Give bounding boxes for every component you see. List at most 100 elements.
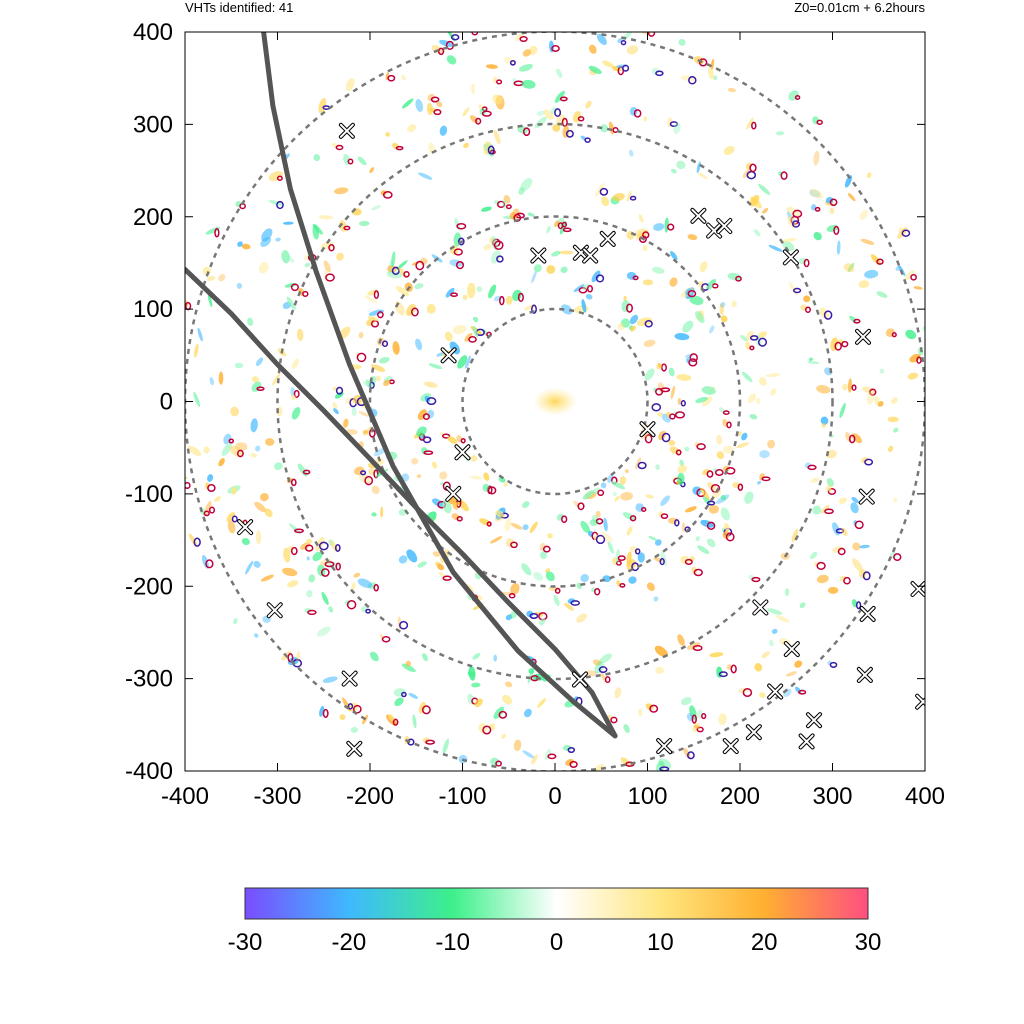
contour-cell bbox=[450, 292, 458, 298]
field-cell bbox=[415, 338, 423, 351]
field-cell bbox=[229, 445, 244, 458]
contour-cell bbox=[862, 571, 871, 581]
field-cell bbox=[543, 109, 554, 120]
field-cell bbox=[522, 750, 535, 759]
field-cell bbox=[713, 75, 718, 81]
field-cell bbox=[698, 172, 708, 180]
field-cell bbox=[552, 123, 561, 132]
field-cell bbox=[680, 555, 690, 565]
contour-cell bbox=[834, 341, 842, 351]
field-cell bbox=[668, 439, 676, 446]
field-cell bbox=[619, 476, 627, 485]
field-cell bbox=[617, 38, 622, 43]
contour-cell bbox=[276, 175, 283, 181]
field-cell bbox=[785, 671, 797, 677]
field-cell bbox=[556, 68, 563, 79]
field-cell bbox=[641, 32, 654, 35]
contour-cell bbox=[276, 200, 284, 210]
contour-cell bbox=[185, 481, 191, 490]
contour-cell bbox=[415, 260, 425, 271]
contour-cell bbox=[655, 387, 664, 396]
field-cell bbox=[281, 250, 290, 264]
colorbar-tick-label: 10 bbox=[647, 929, 674, 956]
contour-cell bbox=[318, 541, 329, 551]
field-cell bbox=[498, 476, 506, 483]
contour-cell bbox=[876, 258, 884, 265]
contour-cell bbox=[829, 661, 838, 668]
field-cell bbox=[353, 572, 361, 578]
field-cell bbox=[426, 102, 433, 116]
contour-cell bbox=[669, 413, 676, 420]
x-tick-label: 0 bbox=[548, 783, 561, 810]
field-cell bbox=[558, 250, 574, 255]
field-cell bbox=[321, 591, 329, 605]
field-cell bbox=[290, 394, 296, 401]
field-cell bbox=[485, 64, 498, 69]
field-cell bbox=[504, 518, 512, 532]
contour-cell bbox=[853, 318, 861, 324]
field-cell bbox=[677, 634, 685, 646]
contour-cell bbox=[843, 576, 851, 585]
field-cell bbox=[385, 132, 390, 137]
field-cell bbox=[723, 145, 735, 156]
field-cell bbox=[472, 325, 479, 338]
contour-cell bbox=[675, 449, 682, 456]
field-cell bbox=[408, 692, 419, 699]
contour-cell bbox=[293, 389, 300, 398]
field-cell bbox=[655, 666, 665, 675]
field-cell bbox=[625, 20, 633, 28]
field-cell bbox=[768, 245, 783, 252]
contour-cell bbox=[495, 760, 502, 767]
field-cell bbox=[850, 502, 859, 514]
field-cell bbox=[241, 243, 251, 250]
field-cell bbox=[393, 688, 407, 697]
contour-cell bbox=[482, 725, 492, 735]
field-cell bbox=[424, 381, 438, 388]
contour-cell bbox=[749, 163, 757, 173]
field-cell bbox=[534, 116, 547, 129]
contour-cell bbox=[356, 352, 367, 363]
field-cell bbox=[306, 538, 313, 544]
contour-cell bbox=[597, 489, 605, 497]
contour-cell bbox=[387, 74, 396, 82]
field-cell bbox=[674, 333, 690, 341]
vht-count-label: VHTs identified: 41 bbox=[185, 0, 293, 15]
field-cell bbox=[689, 295, 704, 306]
field-cell bbox=[405, 660, 412, 667]
field-cell bbox=[209, 377, 214, 386]
contour-cell bbox=[640, 507, 647, 512]
field-cell bbox=[274, 462, 283, 471]
field-cell bbox=[893, 427, 899, 433]
field-cell bbox=[501, 733, 506, 739]
field-cell bbox=[312, 223, 323, 235]
field-cell bbox=[755, 397, 761, 404]
field-cell bbox=[268, 200, 284, 206]
field-cell bbox=[787, 216, 797, 228]
contour-cell bbox=[687, 751, 695, 760]
contour-cell bbox=[399, 620, 409, 630]
contour-cell bbox=[307, 609, 317, 616]
field-cell bbox=[628, 149, 634, 157]
contour-cell bbox=[864, 458, 874, 466]
field-cell bbox=[227, 520, 236, 534]
field-cell bbox=[351, 406, 357, 417]
field-cell bbox=[522, 779, 531, 791]
field-cell bbox=[414, 283, 424, 290]
contour-cell bbox=[632, 275, 639, 281]
contour-cell bbox=[749, 335, 759, 341]
contour-cell bbox=[791, 220, 801, 228]
contour-cell bbox=[205, 559, 214, 569]
contour-cell bbox=[559, 96, 568, 102]
field-cell bbox=[670, 385, 676, 400]
field-cell bbox=[521, 79, 536, 89]
field-cell bbox=[643, 116, 648, 122]
field-cell bbox=[531, 754, 538, 765]
field-cell bbox=[759, 692, 766, 698]
field-cell bbox=[585, 100, 592, 109]
field-cell bbox=[412, 714, 417, 729]
field-cell bbox=[870, 254, 882, 266]
contour-cell bbox=[684, 558, 693, 565]
field-cell bbox=[859, 544, 870, 549]
field-cell bbox=[654, 539, 662, 546]
field-cell bbox=[858, 280, 870, 289]
